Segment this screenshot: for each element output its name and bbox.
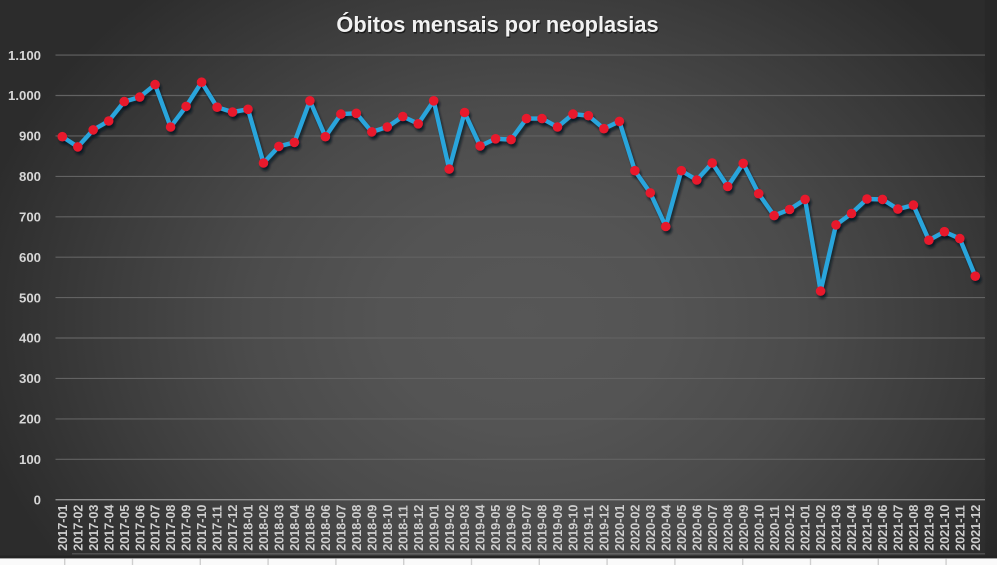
svg-text:300: 300 bbox=[19, 371, 41, 386]
svg-text:700: 700 bbox=[19, 210, 41, 225]
svg-text:2019-09: 2019-09 bbox=[551, 505, 565, 551]
svg-text:2019-08: 2019-08 bbox=[536, 505, 550, 551]
svg-text:2021-07: 2021-07 bbox=[892, 505, 906, 551]
svg-text:2019-02: 2019-02 bbox=[443, 505, 457, 551]
svg-text:2017-03: 2017-03 bbox=[87, 505, 101, 551]
svg-text:2017-05: 2017-05 bbox=[118, 505, 132, 551]
svg-text:2020-09: 2020-09 bbox=[737, 505, 751, 551]
svg-text:1.100: 1.100 bbox=[8, 48, 41, 63]
svg-text:2020-11: 2020-11 bbox=[768, 505, 782, 551]
svg-text:2021-02: 2021-02 bbox=[814, 505, 828, 551]
svg-text:2020-07: 2020-07 bbox=[706, 505, 720, 551]
svg-text:2018-05: 2018-05 bbox=[304, 505, 318, 551]
svg-text:Óbitos mensais por neoplasias: Óbitos mensais por neoplasias bbox=[337, 13, 659, 38]
svg-text:2020-06: 2020-06 bbox=[690, 505, 704, 551]
svg-text:2017-09: 2017-09 bbox=[180, 505, 194, 551]
svg-text:2019-07: 2019-07 bbox=[520, 505, 534, 551]
svg-text:2020-12: 2020-12 bbox=[783, 505, 797, 551]
svg-text:200: 200 bbox=[19, 412, 41, 427]
svg-text:2018-10: 2018-10 bbox=[381, 505, 395, 551]
svg-text:2021-10: 2021-10 bbox=[938, 505, 952, 551]
svg-text:400: 400 bbox=[19, 331, 41, 346]
svg-text:2021-01: 2021-01 bbox=[799, 505, 813, 551]
svg-text:800: 800 bbox=[19, 169, 41, 184]
svg-text:2017-01: 2017-01 bbox=[56, 505, 70, 551]
svg-text:2018-02: 2018-02 bbox=[257, 505, 271, 551]
svg-text:2021-09: 2021-09 bbox=[923, 505, 937, 551]
svg-text:2018-09: 2018-09 bbox=[365, 505, 379, 551]
svg-text:2020-01: 2020-01 bbox=[613, 505, 627, 551]
svg-text:1.000: 1.000 bbox=[8, 88, 41, 103]
svg-text:2018-12: 2018-12 bbox=[412, 505, 426, 551]
svg-text:2018-04: 2018-04 bbox=[288, 505, 302, 551]
svg-text:2021-06: 2021-06 bbox=[876, 505, 890, 551]
svg-text:2021-12: 2021-12 bbox=[969, 505, 983, 551]
svg-text:2018-11: 2018-11 bbox=[396, 505, 410, 551]
svg-text:2017-11: 2017-11 bbox=[211, 505, 225, 551]
svg-text:2019-03: 2019-03 bbox=[458, 505, 472, 551]
svg-text:2017-10: 2017-10 bbox=[195, 505, 209, 551]
svg-text:2018-01: 2018-01 bbox=[242, 505, 256, 551]
svg-text:2020-03: 2020-03 bbox=[644, 505, 658, 551]
svg-text:2019-11: 2019-11 bbox=[582, 505, 596, 551]
svg-text:2020-08: 2020-08 bbox=[721, 505, 735, 551]
svg-text:2017-07: 2017-07 bbox=[149, 505, 163, 551]
svg-text:2019-12: 2019-12 bbox=[598, 505, 612, 551]
svg-text:2020-04: 2020-04 bbox=[659, 505, 673, 551]
svg-text:100: 100 bbox=[19, 452, 41, 467]
svg-text:500: 500 bbox=[19, 290, 41, 305]
svg-text:2019-05: 2019-05 bbox=[489, 505, 503, 551]
svg-text:2017-12: 2017-12 bbox=[226, 505, 240, 551]
svg-text:2018-08: 2018-08 bbox=[350, 505, 364, 551]
svg-text:0: 0 bbox=[34, 492, 41, 507]
svg-text:2018-06: 2018-06 bbox=[319, 505, 333, 551]
svg-text:2021-04: 2021-04 bbox=[845, 505, 859, 551]
svg-text:2021-08: 2021-08 bbox=[907, 505, 921, 551]
svg-text:600: 600 bbox=[19, 250, 41, 265]
svg-text:2021-05: 2021-05 bbox=[861, 505, 875, 551]
svg-text:2021-11: 2021-11 bbox=[953, 505, 967, 551]
svg-text:2020-05: 2020-05 bbox=[675, 505, 689, 551]
svg-text:Óbitos mensais por neoplasias: Óbitos mensais por neoplasias bbox=[336, 12, 658, 37]
svg-text:2020-10: 2020-10 bbox=[752, 505, 766, 551]
svg-text:2020-02: 2020-02 bbox=[629, 505, 643, 551]
svg-text:2019-04: 2019-04 bbox=[474, 505, 488, 551]
svg-text:2017-04: 2017-04 bbox=[102, 505, 116, 551]
svg-text:2019-01: 2019-01 bbox=[427, 505, 441, 551]
svg-text:2019-10: 2019-10 bbox=[567, 505, 581, 551]
svg-text:2018-07: 2018-07 bbox=[335, 505, 349, 551]
svg-text:2017-08: 2017-08 bbox=[164, 505, 178, 551]
svg-text:2017-06: 2017-06 bbox=[133, 505, 147, 551]
svg-text:2019-06: 2019-06 bbox=[505, 505, 519, 551]
svg-text:2017-02: 2017-02 bbox=[71, 505, 85, 551]
svg-text:2018-03: 2018-03 bbox=[273, 505, 287, 551]
svg-text:900: 900 bbox=[19, 129, 41, 144]
svg-text:2021-03: 2021-03 bbox=[830, 505, 844, 551]
